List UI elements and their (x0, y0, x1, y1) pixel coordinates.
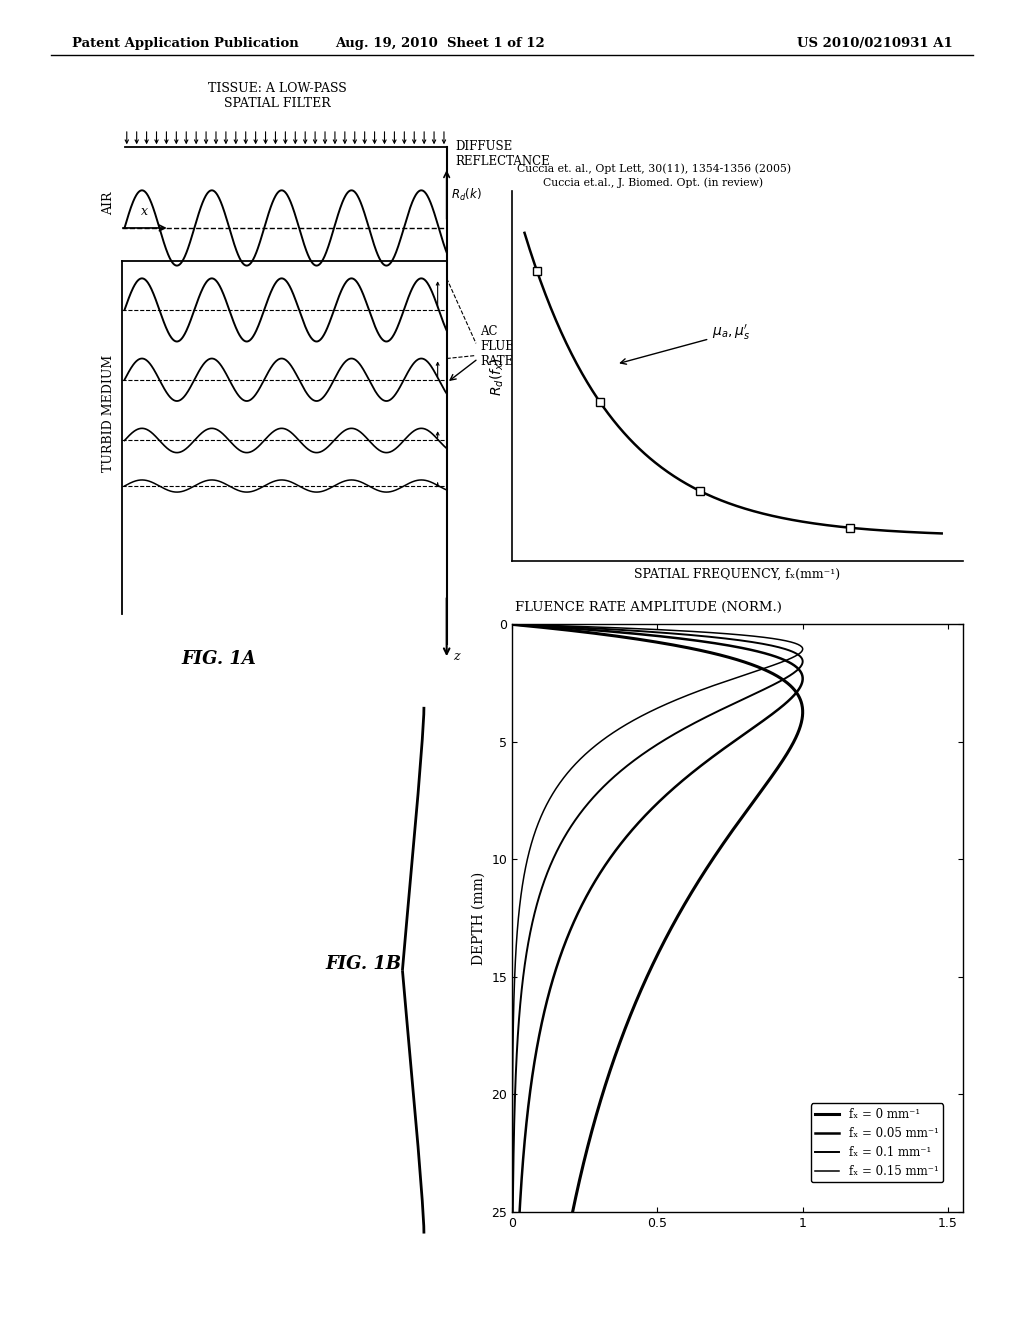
Text: x: x (141, 205, 148, 218)
Text: Cuccia et. al., Opt Lett, 30(11), 1354-1356 (2005): Cuccia et. al., Opt Lett, 30(11), 1354-1… (517, 164, 792, 174)
Legend: fₓ = 0 mm⁻¹, fₓ = 0.05 mm⁻¹, fₓ = 0.1 mm⁻¹, fₓ = 0.15 mm⁻¹: fₓ = 0 mm⁻¹, fₓ = 0.05 mm⁻¹, fₓ = 0.1 mm… (811, 1104, 943, 1183)
Text: US 2010/0210931 A1: US 2010/0210931 A1 (797, 37, 952, 50)
Text: DIFFUSE
REFLECTANCE: DIFFUSE REFLECTANCE (456, 140, 551, 168)
Text: $R_d(k)$: $R_d(k)$ (452, 186, 482, 202)
Text: AIR: AIR (102, 191, 116, 215)
Text: $\mu_a, \mu_s'$: $\mu_a, \mu_s'$ (621, 323, 751, 364)
Text: TURBID MEDIUM: TURBID MEDIUM (102, 355, 116, 471)
Text: Cuccia et.al., J. Biomed. Opt. (in review): Cuccia et.al., J. Biomed. Opt. (in revie… (543, 178, 763, 189)
Text: FIG. 1B: FIG. 1B (326, 954, 401, 973)
Text: Aug. 19, 2010  Sheet 1 of 12: Aug. 19, 2010 Sheet 1 of 12 (336, 37, 545, 50)
Text: TISSUE: A LOW-PASS
SPATIAL FILTER: TISSUE: A LOW-PASS SPATIAL FILTER (208, 82, 347, 111)
Text: FIG. 1A: FIG. 1A (181, 651, 257, 668)
Text: FLUENCE RATE AMPLITUDE (NORM.): FLUENCE RATE AMPLITUDE (NORM.) (515, 601, 782, 614)
Text: z: z (454, 649, 460, 663)
Y-axis label: DEPTH (mm): DEPTH (mm) (472, 871, 485, 965)
Y-axis label: $R_d(f_x)$: $R_d(f_x)$ (489, 356, 507, 396)
Text: AC
FLUENCE
RATE: AC FLUENCE RATE (480, 325, 543, 368)
X-axis label: SPATIAL FREQUENCY, fₓ(mm⁻¹): SPATIAL FREQUENCY, fₓ(mm⁻¹) (634, 568, 841, 581)
Text: Patent Application Publication: Patent Application Publication (72, 37, 298, 50)
